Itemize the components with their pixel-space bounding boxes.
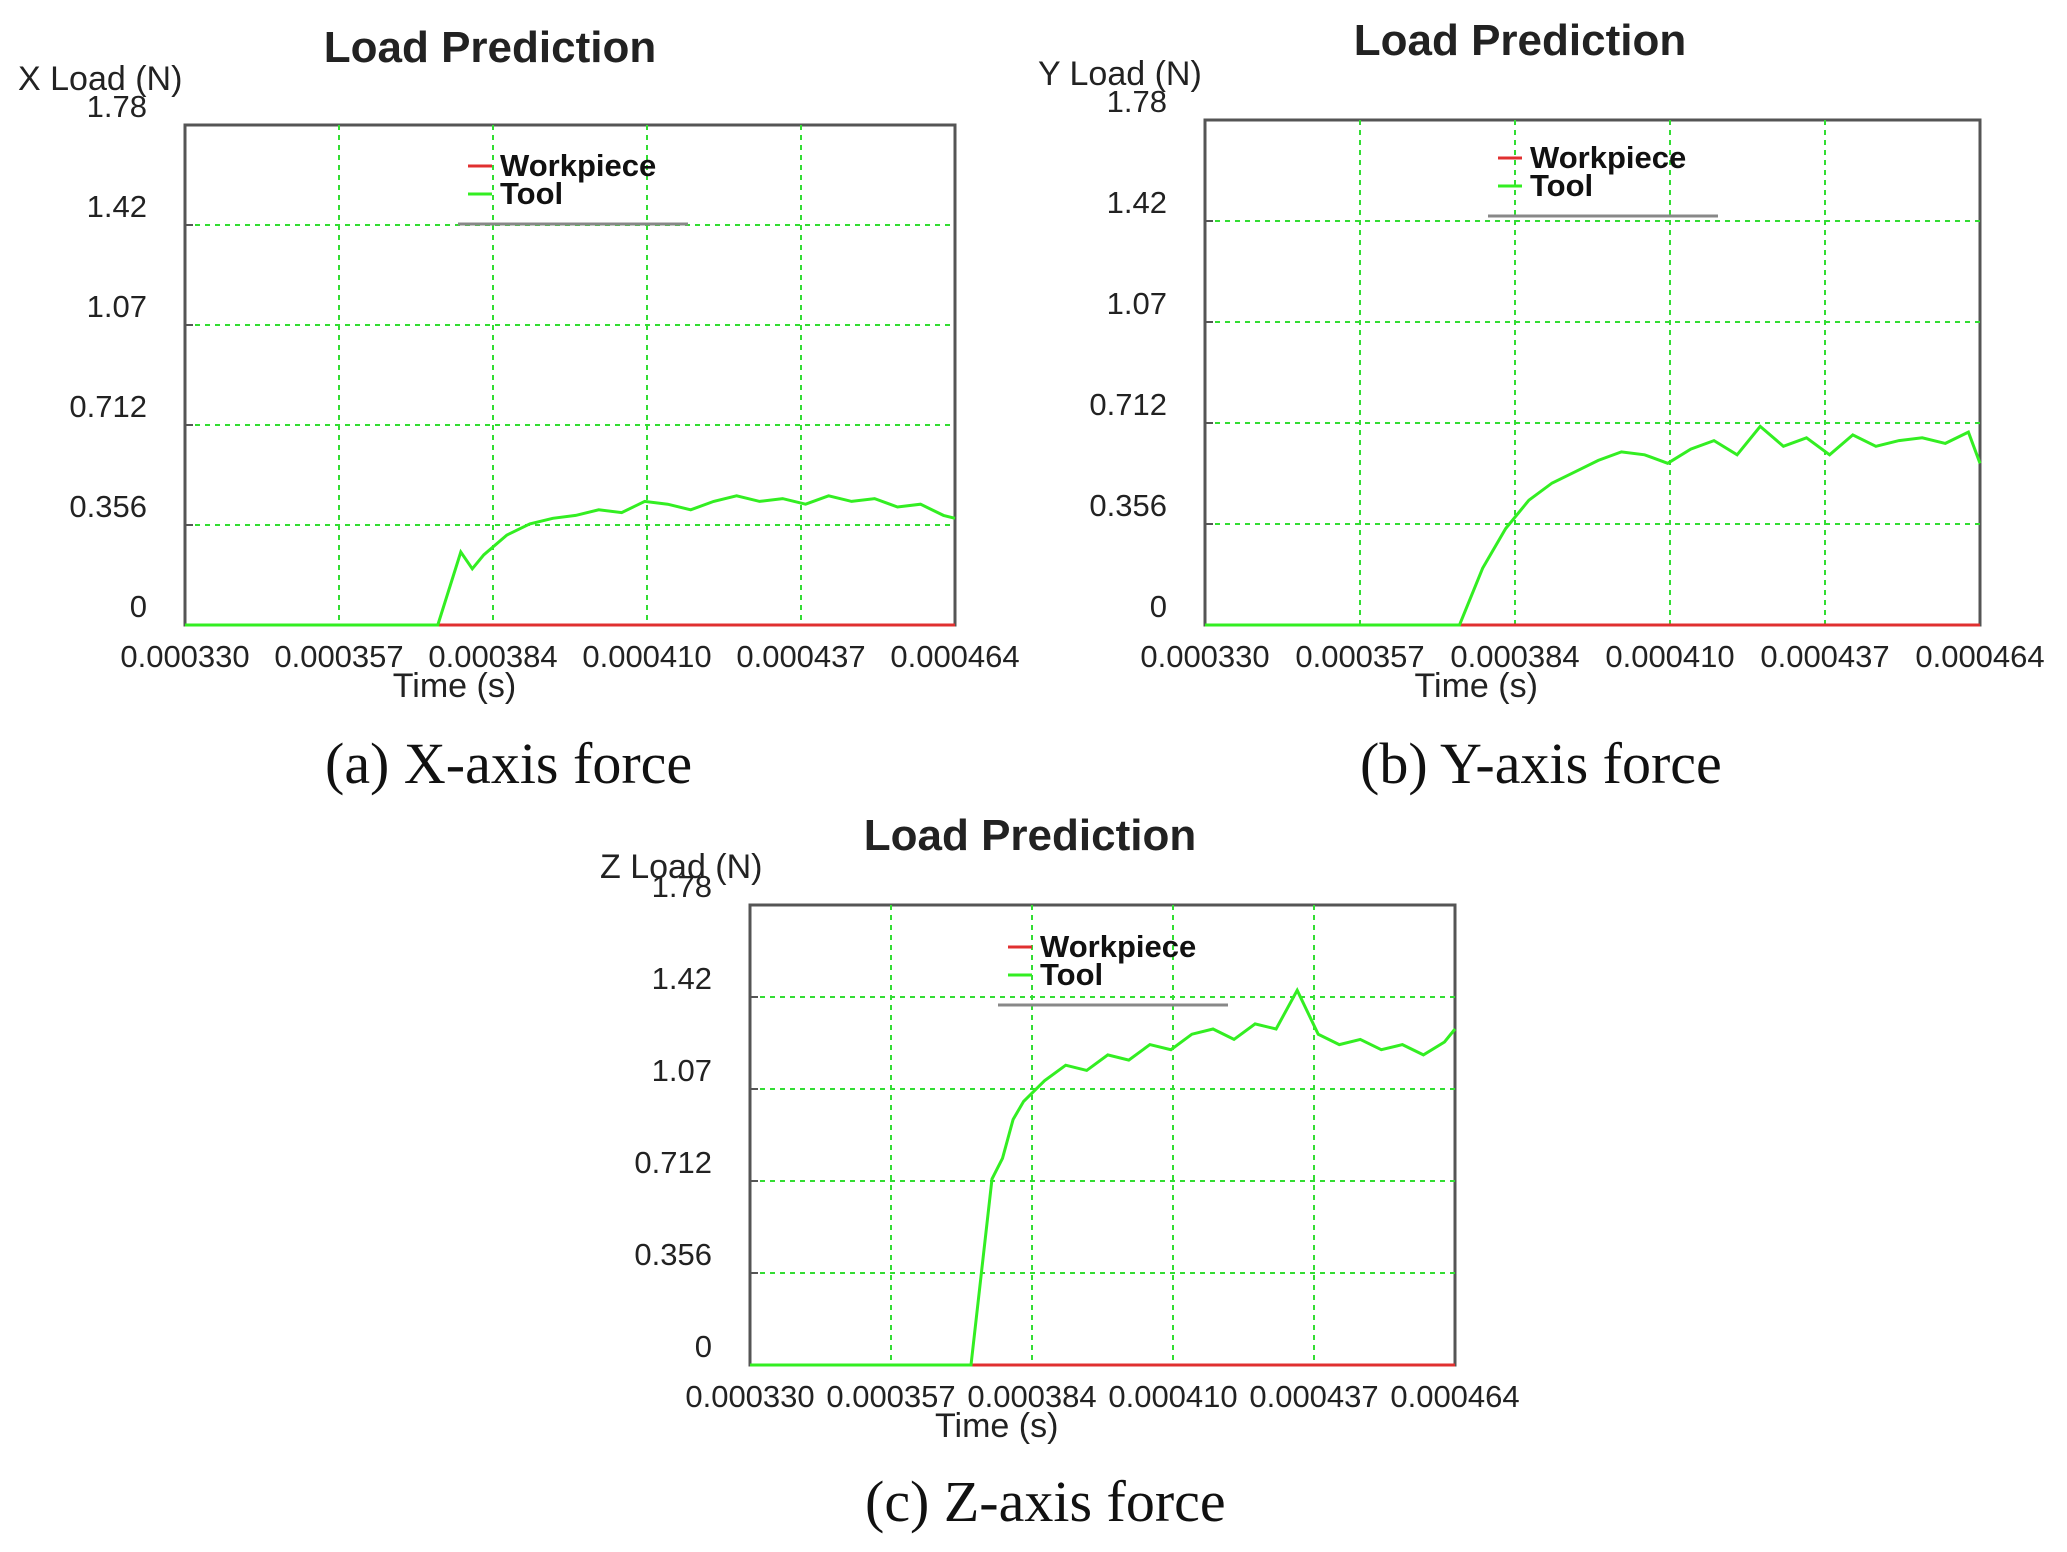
y-tick-label: 1.07: [652, 1053, 712, 1088]
x-tick-label: 0.000437: [1760, 639, 1889, 674]
chart-panel-y: 0 0.356 0.712 1.07 1.42 1.78 0.000330 0.000357 0…: [1020, 0, 2060, 705]
legend-label-tool: Tool: [1040, 957, 1103, 992]
x-tick-label: 0.000357: [274, 639, 403, 674]
x-tick-label: 0.000464: [890, 639, 1019, 674]
series-line-tool: [750, 987, 1457, 1367]
x-tick-label: 0.000384: [1450, 639, 1579, 674]
x-tick-label: 0.000330: [685, 1379, 814, 1414]
caption-y: (b) Y-axis force: [1360, 731, 1722, 796]
plot-area: [183, 123, 957, 627]
y-tick-label: 1.78: [1107, 84, 1167, 119]
y-tick-label: 0: [695, 1329, 712, 1364]
y-tick-label: 1.07: [1107, 286, 1167, 321]
x-tick-label: 0.000464: [1915, 639, 2044, 674]
chart-title: Load Prediction: [324, 23, 656, 72]
caption-x: (a) X-axis force: [325, 731, 693, 796]
series-line-tool: [185, 494, 956, 627]
y-tick-label: 0: [130, 589, 147, 624]
x-tick-label: 0.000437: [1249, 1379, 1378, 1414]
x-tick-label: 0.000410: [1108, 1379, 1237, 1414]
x-tick-label: 0.000330: [1140, 639, 1269, 674]
y-tick-label: 0: [1150, 589, 1167, 624]
y-tick-label: 0.712: [634, 1145, 712, 1180]
y-tick-label: 0.356: [69, 489, 147, 524]
legend-label-tool: Tool: [500, 176, 563, 211]
y-axis-label: X Load (N): [18, 60, 182, 98]
chart-z-load: 0 0.356 0.712 1.07 1.42 1.78 0.000330 0.000357 0…: [600, 811, 1520, 1445]
y-tick-label: 0.712: [1089, 387, 1167, 422]
y-tick-label: 1.42: [1107, 185, 1167, 220]
chart-x-load: 0 0.356 0.712 1.07 1.42 1.78 0.000330 0.000357 0…: [18, 23, 1020, 705]
x-tick-label: 0.000464: [1390, 1379, 1519, 1414]
legend-label-workpiece: Workpiece: [1040, 929, 1196, 964]
x-tick-label: 0.000357: [1295, 639, 1424, 674]
plot-area: [1203, 118, 1982, 627]
x-tick-label: 0.000357: [826, 1379, 955, 1414]
x-tick-label: 0.000410: [1605, 639, 1734, 674]
legend-label-tool: Tool: [1530, 168, 1593, 203]
caption-z: (c) Z-axis force: [865, 1469, 1226, 1534]
y-tick-label: 1.42: [87, 189, 147, 224]
x-tick-label: 0.000410: [582, 639, 711, 674]
x-axis-label: Time (s): [935, 1407, 1058, 1445]
y-axis-label: Y Load (N): [1038, 55, 1202, 93]
x-axis-label: Time (s): [393, 667, 516, 705]
x-tick-label: 0.000384: [967, 1379, 1096, 1414]
chart-title: Load Prediction: [864, 811, 1196, 860]
y-tick-label: 1.78: [652, 869, 712, 904]
y-tick-label: 0.712: [69, 389, 147, 424]
x-tick-label: 0.000384: [428, 639, 557, 674]
legend-label-workpiece: Workpiece: [500, 148, 656, 183]
y-tick-label: 0.356: [1089, 488, 1167, 523]
chart-title: Load Prediction: [1354, 16, 1686, 65]
y-tick-label: 0.356: [634, 1237, 712, 1272]
x-tick-label: 0.000330: [120, 639, 249, 674]
x-tick-label: 0.000437: [736, 639, 865, 674]
chart-y-load: 0 0.356 0.712 1.07 1.42 1.78 0.000330 0.000357 0…: [1038, 16, 2045, 705]
chart-panel-z: 0 0.356 0.712 1.07 1.42 1.78 0.000330 0.000357 0…: [600, 811, 1520, 1445]
legend-label-workpiece: Workpiece: [1530, 140, 1686, 175]
y-tick-label: 1.78: [87, 89, 147, 124]
y-tick-label: 1.42: [652, 961, 712, 996]
chart-panel-x: 0 0.356 0.712 1.07 1.42 1.78 0.000330 0.000357 0…: [0, 0, 1020, 705]
plot-area: [748, 903, 1457, 1367]
y-axis-label: Z Load (N): [600, 848, 763, 886]
x-axis-label: Time (s): [1415, 667, 1538, 705]
series-line-tool: [1205, 424, 1982, 627]
y-tick-label: 1.07: [87, 289, 147, 324]
